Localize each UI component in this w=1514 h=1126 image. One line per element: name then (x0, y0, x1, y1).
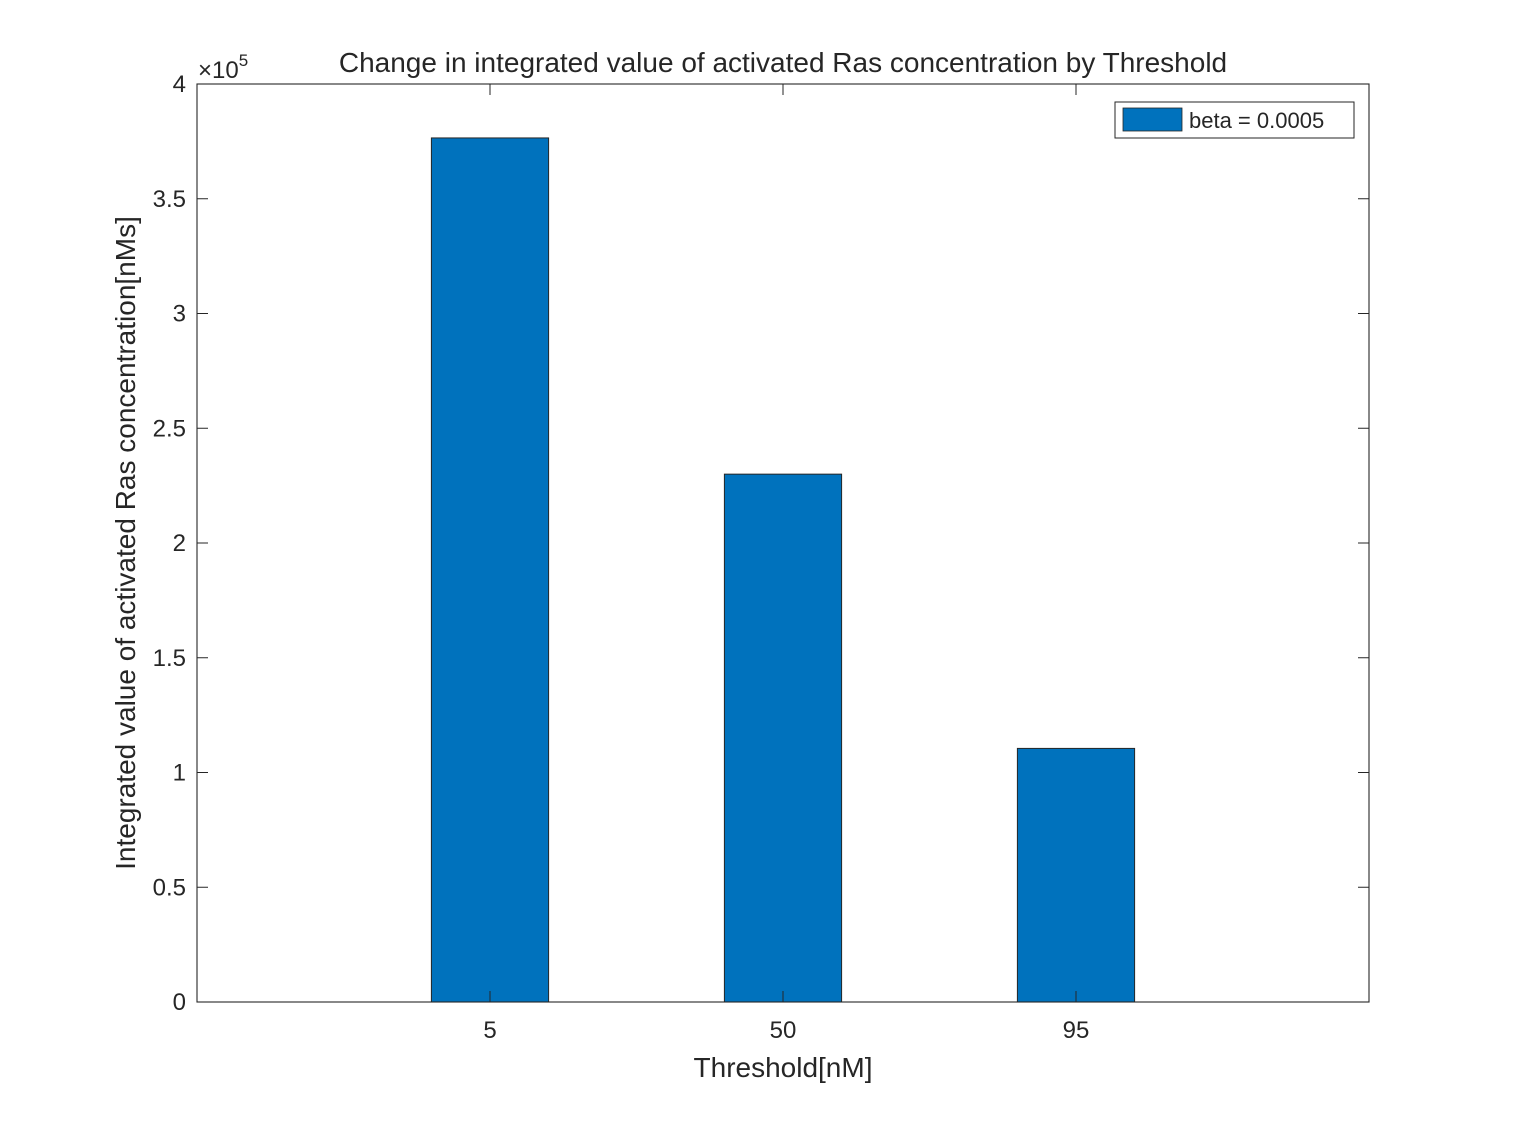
y-tick-label: 3.5 (153, 186, 186, 213)
x-axis-label: Threshold[nM] (694, 1052, 873, 1083)
legend: beta = 0.0005 (1114, 101, 1355, 139)
ticks-layer: 5 50 95 0 0.5 1 1.5 2 2.5 3 3.5 4 (153, 71, 1369, 1044)
bar-95 (1016, 747, 1136, 1003)
bars-layer (430, 137, 1136, 1003)
x-tick-label: 5 (483, 1017, 496, 1044)
legend-swatch (1122, 107, 1183, 132)
y-tick-label: 0 (173, 989, 186, 1016)
legend-label: beta = 0.0005 (1189, 108, 1324, 133)
y-tick-label: 2.5 (153, 415, 186, 442)
y-exponent-label: ×105 (198, 51, 248, 84)
y-exponent-power: 5 (239, 51, 248, 70)
y-axis-label: Integrated value of activated Ras concen… (110, 216, 141, 870)
x-tick-label: 95 (1063, 1017, 1090, 1044)
y-tick-label: 3 (173, 301, 186, 328)
y-tick-label: 1 (173, 760, 186, 787)
y-tick-label: 2 (173, 530, 186, 557)
y-tick-label: 1.5 (153, 645, 186, 672)
x-tick-label: 50 (770, 1017, 797, 1044)
bar-50 (723, 473, 843, 1003)
bar-5 (430, 137, 550, 1003)
y-tick-label: 4 (173, 71, 186, 98)
y-tick-label: 0.5 (153, 874, 186, 901)
y-exponent-base: ×10 (198, 57, 239, 84)
chart-title: Change in integrated value of activated … (339, 47, 1227, 78)
axes-box (196, 83, 1370, 1003)
